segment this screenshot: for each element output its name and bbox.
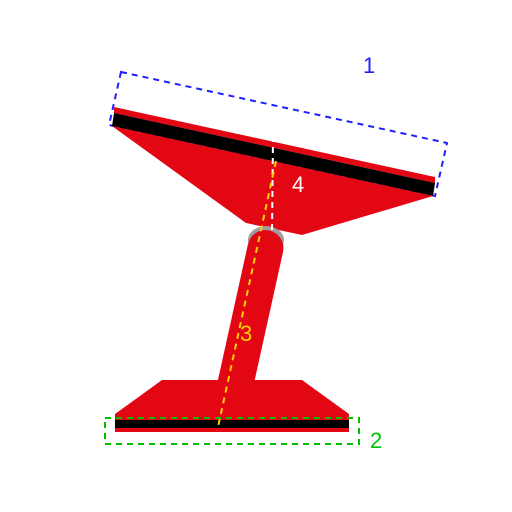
annotation-1-label: 1 [363,53,375,78]
annotation-3-label: 3 [240,321,252,346]
annotation-4-label: 4 [292,172,304,197]
annotation-2-label: 2 [370,428,382,453]
base-pad-black [115,420,349,428]
annotation-4-line [272,136,273,232]
base-trapezoid [115,380,349,414]
